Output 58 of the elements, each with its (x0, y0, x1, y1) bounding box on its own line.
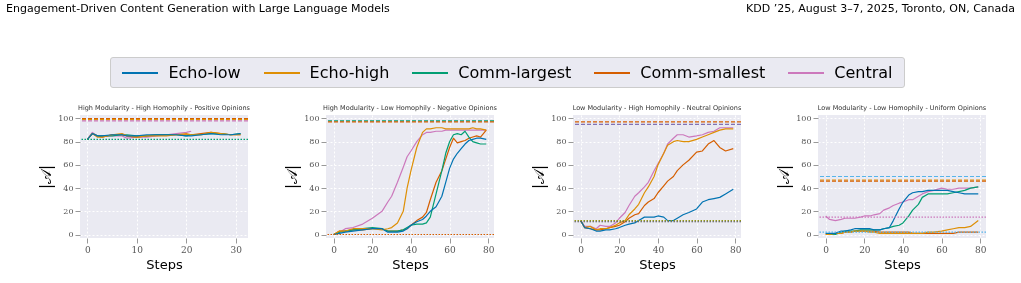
y-tick-label: 100 (58, 113, 74, 123)
y-axis-title: |𝒜| (530, 164, 549, 190)
x-tick-label: 80 (482, 244, 495, 255)
x-tick-label: 0 (331, 244, 338, 255)
y-tick-label: 80 (309, 137, 320, 147)
y-tick-label: 40 (63, 183, 74, 193)
y-tick-label: 20 (556, 206, 567, 216)
x-tick-label: 40 (897, 244, 910, 255)
x-tick-label: 80 (729, 244, 742, 255)
x-tick-label: 40 (405, 244, 418, 255)
y-tick-label: 80 (63, 137, 74, 147)
legend-label: Comm-largest (458, 63, 572, 82)
x-tick-label: 40 (652, 244, 665, 255)
x-tick-label: 0 (85, 244, 92, 255)
legend-label: Central (834, 63, 893, 82)
y-tick-label: 60 (63, 160, 74, 170)
x-tick-label: 20 (614, 244, 626, 255)
y-tick-label: 20 (63, 206, 74, 216)
y-axis-title: |𝒜| (283, 164, 302, 190)
x-axis-title: Steps (392, 256, 429, 272)
y-tick-label: 80 (801, 137, 812, 147)
y-tick-label: 20 (801, 206, 812, 216)
y-tick-label: 0 (806, 230, 812, 240)
x-tick-label: 0 (578, 244, 585, 255)
x-axis-title: Steps (639, 256, 676, 272)
y-tick-label: 100 (304, 113, 320, 123)
y-axis-title: |𝒜| (775, 164, 794, 190)
legend-label: Echo-low (168, 63, 241, 82)
y-axis-title: |𝒜| (37, 164, 56, 190)
x-tick-label: 60 (936, 244, 949, 255)
y-tick-label: 40 (801, 183, 812, 193)
legend-label: Echo-high (309, 63, 390, 82)
y-tick-label: 40 (309, 183, 320, 193)
text: KDD ’25, August 3–7, 2025, Toronto, ON, Canada (746, 2, 1015, 17)
x-tick-label: 20 (367, 244, 379, 255)
y-tick-label: 100 (796, 113, 812, 123)
y-tick-label: 0 (314, 230, 320, 240)
x-axis-title: Steps (884, 256, 921, 272)
x-tick-label: 60 (444, 244, 457, 255)
x-axis-title: Steps (146, 256, 183, 272)
x-tick-label: 20 (181, 244, 193, 255)
text: Engagement-Driven Content Generation with Large Language Models (6, 2, 390, 17)
y-tick-label: 60 (556, 160, 567, 170)
x-tick-label: 10 (131, 244, 144, 255)
y-tick-label: 0 (561, 230, 567, 240)
x-tick-label: 30 (230, 244, 243, 255)
y-tick-label: 0 (68, 230, 74, 240)
x-tick-label: 80 (974, 244, 987, 255)
y-tick-label: 100 (551, 113, 567, 123)
y-tick-label: 80 (556, 137, 567, 147)
y-tick-label: 60 (309, 160, 320, 170)
x-tick-label: 20 (859, 244, 871, 255)
x-tick-label: 60 (691, 244, 704, 255)
legend-label: Comm-smallest (640, 63, 766, 82)
y-tick-label: 60 (801, 160, 812, 170)
y-tick-label: 40 (556, 183, 567, 193)
x-tick-label: 0 (823, 244, 830, 255)
y-tick-label: 20 (309, 206, 320, 216)
